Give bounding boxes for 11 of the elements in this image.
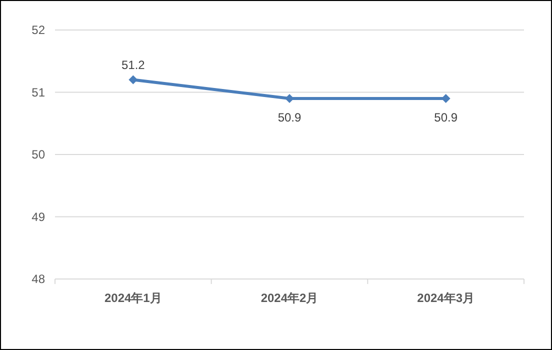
y-tick-label: 51 <box>32 85 46 100</box>
y-tick-label: 49 <box>32 210 46 224</box>
data-label: 51.2 <box>121 58 146 72</box>
data-label: 50.9 <box>278 110 302 124</box>
x-tick-label: 2024年3月 <box>417 291 475 305</box>
x-tick-label: 2024年1月 <box>104 291 162 305</box>
x-tick-label: 2024年2月 <box>260 291 318 305</box>
y-tick-label: 48 <box>32 272 46 286</box>
y-tick-label: 50 <box>32 148 46 162</box>
y-tick-label: 52 <box>32 23 46 37</box>
data-label: 50.9 <box>434 110 458 124</box>
